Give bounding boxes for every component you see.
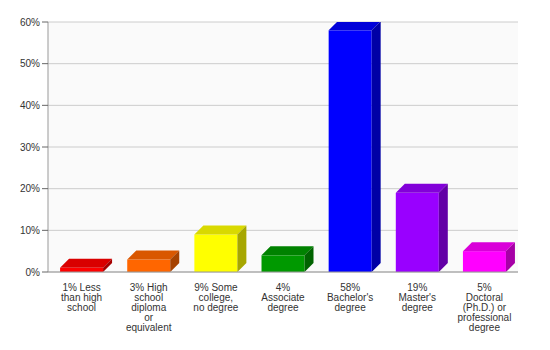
svg-text:0%: 0%	[26, 267, 41, 278]
svg-text:9% Somecollege,no degree: 9% Somecollege,no degree	[193, 282, 238, 313]
svg-text:58%Bachelor'sdegree: 58%Bachelor'sdegree	[327, 282, 373, 313]
svg-text:50%: 50%	[20, 58, 40, 69]
svg-text:30%: 30%	[20, 142, 40, 153]
svg-text:60%: 60%	[20, 17, 40, 28]
svg-text:40%: 40%	[20, 100, 40, 111]
svg-text:10%: 10%	[20, 225, 40, 236]
svg-text:1% Lessthan highschool: 1% Lessthan highschool	[61, 282, 102, 313]
svg-text:3% Highschooldiplomaorequivale: 3% Highschooldiplomaorequivalent	[126, 282, 172, 333]
svg-text:20%: 20%	[20, 183, 40, 194]
svg-text:19%Master'sdegree: 19%Master'sdegree	[399, 282, 436, 313]
svg-text:5%Doctoral(Ph.D.) orprofession: 5%Doctoral(Ph.D.) orprofessionaldegree	[457, 282, 511, 333]
svg-text:4%Associatedegree: 4%Associatedegree	[261, 282, 305, 313]
